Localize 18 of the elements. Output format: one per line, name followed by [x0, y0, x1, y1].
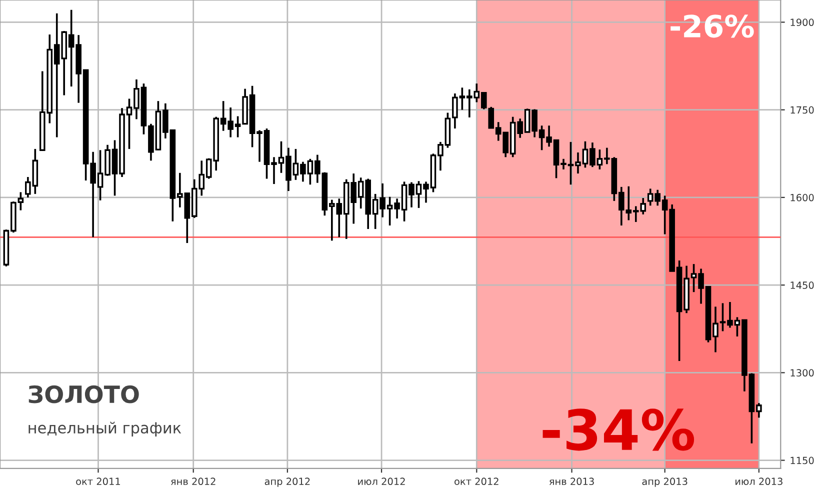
band-label: -34%: [542, 408, 694, 451]
y-tick-label: 1150: [790, 456, 814, 464]
x-tick-label: июл 2012: [358, 478, 405, 486]
x-tick-label: окт 2011: [76, 478, 120, 486]
y-tick-label: 1600: [790, 194, 814, 202]
y-tick-label: 1450: [790, 282, 814, 289]
x-tick-label: июл 2013: [736, 478, 782, 486]
x-tick-label: янв 2012: [171, 478, 216, 486]
y-tick-label: 1900: [790, 18, 814, 26]
y-tick-label: 1750: [790, 106, 814, 114]
band-label: -26%: [670, 14, 754, 38]
y-tick-label: 1300: [790, 369, 814, 377]
x-tick-label: окт 2012: [454, 478, 498, 486]
x-tick-label: апр 2013: [642, 478, 688, 487]
annotation: недельный график: [28, 422, 182, 437]
annotation: ЗОЛОТО: [28, 385, 139, 404]
x-tick-label: янв 2013: [549, 478, 594, 486]
x-tick-label: апр 2012: [264, 478, 310, 487]
